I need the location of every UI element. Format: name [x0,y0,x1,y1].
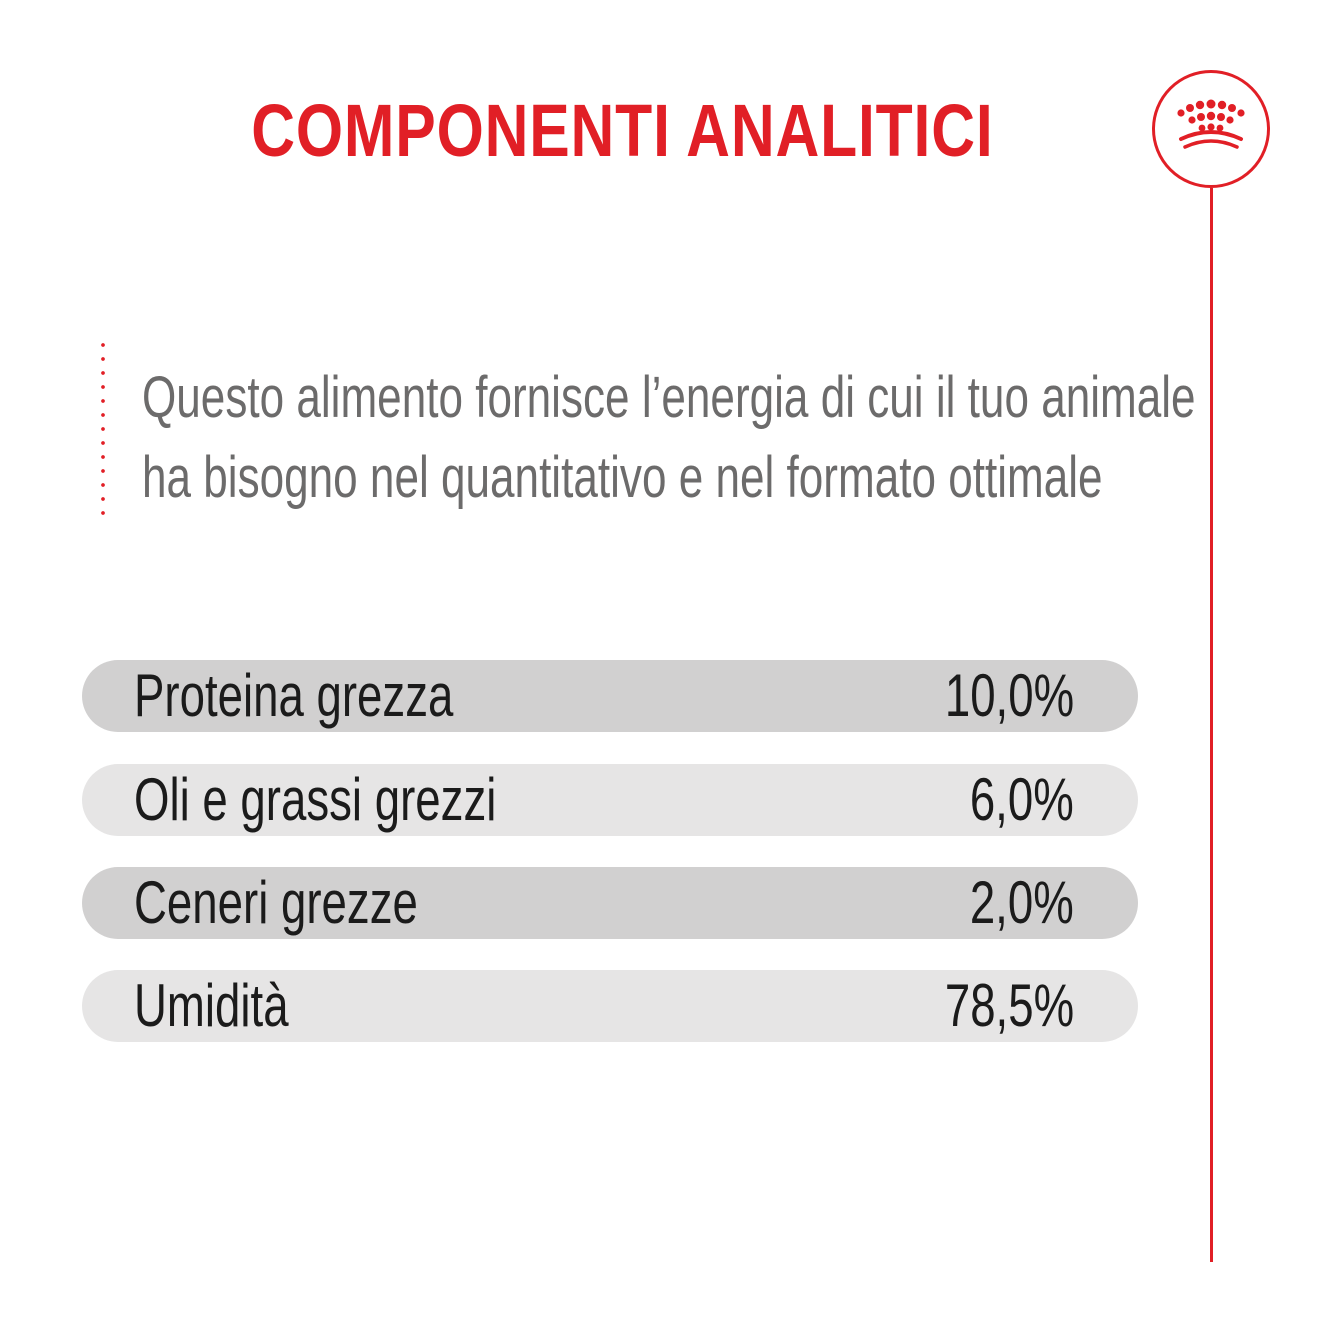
component-value: 78,5% [944,972,1074,1039]
component-value: 6,0% [970,766,1074,833]
brand-logo [1152,70,1270,188]
page-title: COMPONENTI ANALITICI [251,89,994,172]
description-line: Questo alimento fornisce l’energia di cu… [142,365,1196,430]
component-label: Oli e grassi grezzi [134,766,497,833]
component-label: Ceneri grezze [134,869,418,936]
component-row-oli-grassi: Oli e grassi grezzi 6,0% [82,764,1138,836]
component-row-proteina: Proteina grezza 10,0% [82,660,1138,732]
description-text: Questo alimento fornisce l’energia di cu… [142,358,1196,518]
component-label: Proteina grezza [134,662,454,729]
component-value: 10,0% [944,662,1074,729]
component-label: Umidità [134,972,289,1039]
description-line: ha bisogno nel quantitativo e nel format… [142,445,1103,510]
crown-icon [1177,99,1245,149]
dotted-divider [101,338,105,520]
component-row-umidita: Umidità 78,5% [82,970,1138,1042]
component-row-ceneri: Ceneri grezze 2,0% [82,867,1138,939]
decorative-vertical-line [1210,188,1213,1262]
component-value: 2,0% [970,869,1074,936]
